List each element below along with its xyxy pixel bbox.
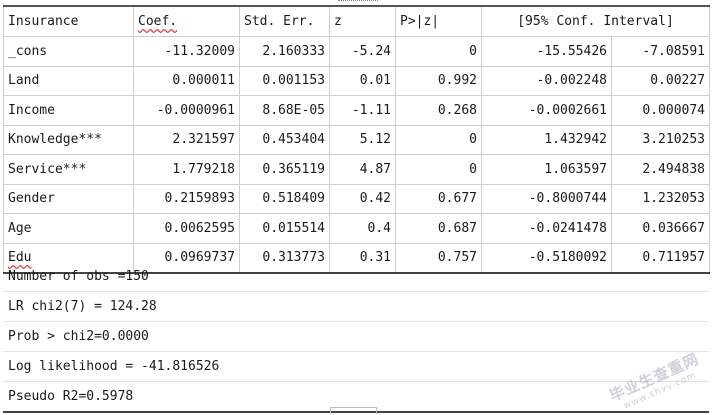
std-err-cell: 2.160333 — [239, 36, 330, 67]
ci-high-cell: 1.232053 — [611, 184, 711, 214]
z-cell: -1.11 — [329, 95, 396, 126]
z-cell: -5.24 — [329, 36, 396, 67]
z-cell: 5.12 — [329, 125, 396, 155]
p-cell: 0.687 — [395, 213, 482, 244]
coef-cell: 0.000011 — [133, 66, 240, 96]
p-cell: 0 — [395, 154, 482, 185]
p-cell: 0.268 — [395, 95, 482, 126]
ci-high-cell: 2.494838 — [611, 154, 711, 185]
ci-low-cell: -0.0241478 — [481, 213, 612, 244]
var-name: Knowledge*** — [3, 125, 134, 155]
table-row: Age 0.0062595 0.015514 0.4 0.687 -0.0241… — [3, 213, 711, 244]
header-std-err: Std. Err. — [239, 5, 330, 37]
table-row: Edu 0.0969737 0.313773 0.31 0.757 -0.518… — [3, 243, 711, 274]
header-p-value: P>|z| — [395, 5, 482, 37]
cell-selection-mark-bottom — [330, 407, 377, 414]
header-variable: Insurance — [3, 5, 134, 37]
header-conf-interval: [95% Conf. Interval] — [481, 5, 711, 37]
std-err-cell: 0.015514 — [239, 213, 330, 244]
z-cell: 0.01 — [329, 66, 396, 96]
p-cell: 0.677 — [395, 184, 482, 214]
table-row: Land 0.000011 0.001153 0.01 0.992 -0.002… — [3, 66, 711, 96]
stat-pseudo-r2: Pseudo R2=0.5978 — [3, 382, 709, 413]
p-cell: 0 — [395, 36, 482, 67]
coef-cell: 0.2159893 — [133, 184, 240, 214]
table-row: Knowledge*** 2.321597 0.453404 5.12 0 1.… — [3, 125, 711, 155]
ci-low-cell: 1.432942 — [481, 125, 612, 155]
coef-cell: 0.0969737 — [133, 243, 240, 274]
coef-cell: 1.779218 — [133, 154, 240, 185]
ci-low-cell: -0.002248 — [481, 66, 612, 96]
z-cell: 0.42 — [329, 184, 396, 214]
var-name: Income — [3, 95, 134, 126]
ci-high-cell: 0.036667 — [611, 213, 711, 244]
var-name: Gender — [3, 184, 134, 214]
std-err-cell: 0.365119 — [239, 154, 330, 185]
table-row: Service*** 1.779218 0.365119 4.87 0 1.06… — [3, 154, 711, 185]
ci-high-cell: 0.711957 — [611, 243, 711, 274]
cell-selection-mark — [338, 0, 378, 3]
ci-low-cell: -0.8000744 — [481, 184, 612, 214]
ci-high-cell: 0.000074 — [611, 95, 711, 126]
ci-low-cell: -0.0002661 — [481, 95, 612, 126]
ci-high-cell: 0.00227 — [611, 66, 711, 96]
std-err-cell: 0.518409 — [239, 184, 330, 214]
var-name: Edu — [8, 250, 32, 266]
ci-high-cell: 3.210253 — [611, 125, 711, 155]
ci-low-cell: -0.5180092 — [481, 243, 612, 274]
var-name: _cons — [3, 36, 134, 67]
p-cell: 0.757 — [395, 243, 482, 274]
std-err-cell: 0.313773 — [239, 243, 330, 274]
table-row: Gender 0.2159893 0.518409 0.42 0.677 -0.… — [3, 184, 711, 214]
z-cell: 0.4 — [329, 213, 396, 244]
stat-obs: Number of obs =150 — [3, 262, 709, 292]
p-cell: 0.992 — [395, 66, 482, 96]
z-cell: 4.87 — [329, 154, 396, 185]
coef-cell: 2.321597 — [133, 125, 240, 155]
table-row: Income -0.0000961 8.68E-05 -1.11 0.268 -… — [3, 95, 711, 126]
var-name: Service*** — [3, 154, 134, 185]
p-cell: 0 — [395, 125, 482, 155]
ci-low-cell: 1.063597 — [481, 154, 612, 185]
coef-cell: 0.0062595 — [133, 213, 240, 244]
table-header-row: Insurance Coef. Std. Err. z P>|z| [95% C… — [3, 5, 711, 37]
coef-cell: -0.0000961 — [133, 95, 240, 126]
var-name: Age — [3, 213, 134, 244]
header-coef: Coef. — [138, 14, 178, 29]
header-z: z — [329, 5, 396, 37]
stat-lr-chi2: LR chi2(7) = 124.28 — [3, 292, 709, 322]
ci-low-cell: -15.55426 — [481, 36, 612, 67]
std-err-cell: 0.453404 — [239, 125, 330, 155]
stat-log-likelihood: Log likelihood = -41.816526 — [3, 352, 709, 382]
z-cell: 0.31 — [329, 243, 396, 274]
regression-table: Insurance Coef. Std. Err. z P>|z| [95% C… — [3, 5, 711, 274]
table-row: _cons -11.32009 2.160333 -5.24 0 -15.554… — [3, 36, 711, 67]
coef-cell: -11.32009 — [133, 36, 240, 67]
stat-prob-chi2: Prob > chi2=0.0000 — [3, 322, 709, 352]
std-err-cell: 0.001153 — [239, 66, 330, 96]
ci-high-cell: -7.08591 — [611, 36, 711, 67]
std-err-cell: 8.68E-05 — [239, 95, 330, 126]
model-stats: Number of obs =150 LR chi2(7) = 124.28 P… — [3, 262, 709, 413]
var-name: Land — [3, 66, 134, 96]
